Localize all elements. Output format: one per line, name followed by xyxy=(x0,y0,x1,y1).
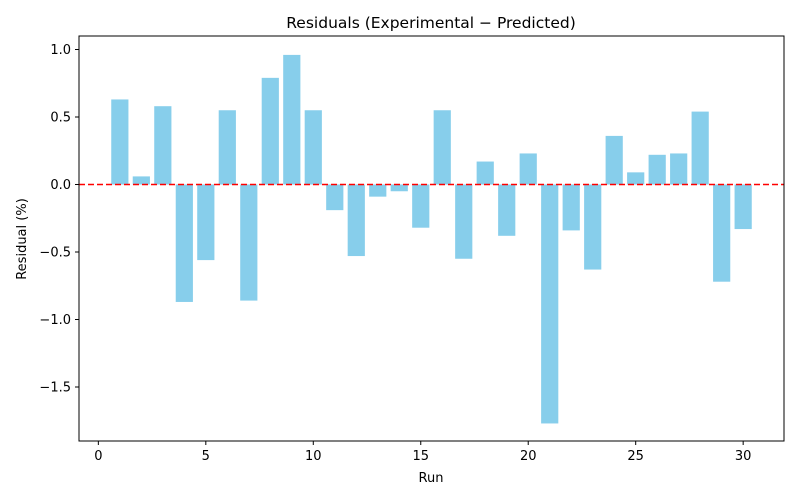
bar-run-6 xyxy=(218,110,236,185)
bar-run-8 xyxy=(261,77,279,185)
bar-run-28 xyxy=(691,111,709,185)
bar-run-10 xyxy=(304,110,322,185)
y-tick-label: 0.5 xyxy=(50,111,71,126)
bar-run-24 xyxy=(605,135,623,185)
bar-run-26 xyxy=(648,154,666,185)
y-tick-label: −1.0 xyxy=(39,313,71,328)
chart-title: Residuals (Experimental − Predicted) xyxy=(286,14,576,32)
bar-run-29 xyxy=(713,184,731,282)
x-tick-label: 15 xyxy=(412,449,429,464)
bar-run-1 xyxy=(111,99,129,185)
x-tick-label: 25 xyxy=(627,449,644,464)
bar-run-20 xyxy=(519,153,537,185)
plot-frame xyxy=(78,35,785,442)
bar-run-13 xyxy=(369,184,387,197)
bar-run-27 xyxy=(670,153,688,185)
bar-run-25 xyxy=(627,172,645,185)
bar-run-18 xyxy=(476,161,494,185)
bar-run-23 xyxy=(584,184,602,270)
bar-run-12 xyxy=(347,184,365,257)
bar-run-22 xyxy=(562,184,580,231)
x-tick-label: 5 xyxy=(202,449,210,464)
bar-run-4 xyxy=(175,184,193,302)
x-axis-label: Run xyxy=(419,471,444,486)
y-axis: −1.5 −1.0 −0.5 0.0 0.5 1.0 xyxy=(39,43,79,396)
x-axis: 0 5 10 15 20 25 30 xyxy=(94,441,751,464)
bar-run-30 xyxy=(734,184,752,230)
x-tick-label: 20 xyxy=(520,449,537,464)
bar-run-19 xyxy=(498,184,516,236)
bar-run-11 xyxy=(326,184,344,211)
bar-run-21 xyxy=(541,184,559,424)
y-tick-label: 0.0 xyxy=(50,178,71,193)
x-tick-label: 0 xyxy=(94,449,102,464)
x-tick-label: 30 xyxy=(735,449,752,464)
x-tick-label: 10 xyxy=(305,449,322,464)
y-tick-label: −1.5 xyxy=(39,381,71,396)
bar-run-5 xyxy=(197,184,215,261)
bar-run-2 xyxy=(132,176,150,185)
bar-run-16 xyxy=(433,110,451,185)
bar-run-7 xyxy=(240,184,258,301)
y-axis-label: Residual (%) xyxy=(15,198,30,280)
bar-run-9 xyxy=(283,54,301,185)
y-tick-label: 1.0 xyxy=(50,43,71,58)
y-tick-label: −0.5 xyxy=(39,246,71,261)
bar-run-14 xyxy=(390,184,408,192)
bar-run-17 xyxy=(455,184,473,259)
bar-run-15 xyxy=(412,184,430,228)
bars-group xyxy=(111,54,752,424)
bar-run-3 xyxy=(154,106,172,185)
